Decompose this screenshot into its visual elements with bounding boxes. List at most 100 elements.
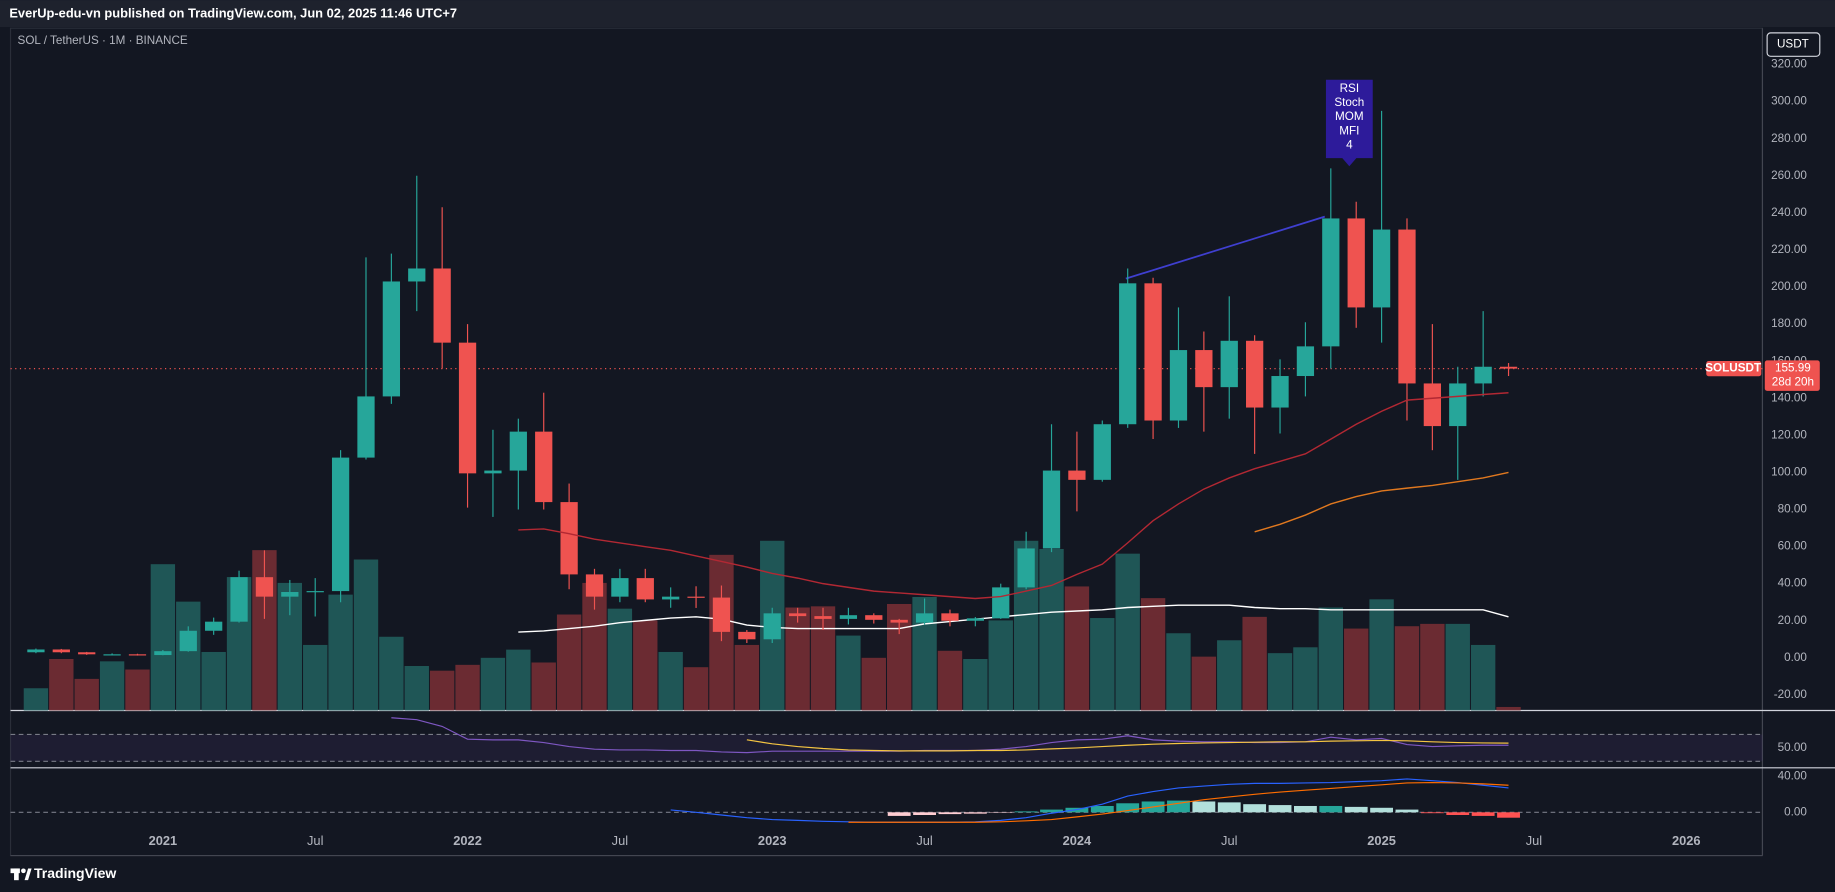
- y-tick-label: 60.00: [1778, 540, 1808, 553]
- volume-bar: [429, 670, 455, 711]
- macd-histogram-bar: [1268, 805, 1292, 813]
- candle-body: [52, 649, 70, 653]
- y-tick-label: 180.00: [1771, 317, 1807, 330]
- candle-body: [1220, 340, 1238, 388]
- volume-bar: [1369, 599, 1394, 711]
- x-tick-label: Jul: [1221, 833, 1237, 848]
- y-tick-label: 0.00: [1784, 651, 1807, 664]
- y-tick-label: 260.00: [1771, 169, 1807, 182]
- logo: [10, 868, 32, 881]
- volume-bar: [99, 661, 125, 711]
- volume-bar: [1140, 598, 1166, 711]
- candle-body: [1398, 229, 1416, 384]
- macd-histogram-bar: [1471, 812, 1495, 816]
- candle-body: [712, 597, 731, 632]
- volume-bar: [404, 666, 429, 711]
- x-tick-label: Jul: [612, 833, 628, 848]
- candle-body: [992, 587, 1010, 619]
- currency-button[interactable]: [1766, 32, 1821, 57]
- volume-bar: [1191, 656, 1217, 711]
- volume-bar: [683, 667, 709, 711]
- candle-body: [1068, 470, 1086, 480]
- candle-body: [433, 268, 451, 343]
- macd-histogram-bar: [1192, 801, 1216, 813]
- macd-histogram-bar: [1090, 805, 1114, 813]
- macd-histogram-bar: [963, 812, 987, 814]
- volume-bar: [1267, 653, 1293, 711]
- x-tick-label: 2025: [1367, 833, 1396, 848]
- volume-bar: [658, 651, 683, 711]
- volume-bar: [150, 564, 176, 711]
- volume-bar: [455, 664, 480, 711]
- volume-bar: [1293, 647, 1318, 711]
- candle-body: [687, 596, 705, 598]
- volume-bar: [1090, 618, 1115, 711]
- logo-shape: [14, 868, 19, 881]
- candle-body: [1246, 340, 1264, 408]
- volume-bar: [1344, 628, 1369, 711]
- symbol-legend: SOL / TetherUS · 1M · BINANCE: [18, 34, 188, 47]
- y-tick-label: 80.00: [1778, 503, 1808, 516]
- macd-histogram-bar: [1420, 812, 1444, 814]
- candle-body: [611, 578, 629, 597]
- volume-bar: [937, 650, 963, 711]
- volume-bar: [1394, 626, 1420, 711]
- macd-histogram-bar: [1370, 807, 1394, 813]
- volume-bar: [74, 678, 99, 711]
- x-tick-label: Jul: [916, 833, 932, 848]
- candle-body: [941, 613, 959, 621]
- volume-ma: [518, 604, 1509, 633]
- annotation-line: MOM: [1335, 110, 1364, 123]
- macd-histogram-bar: [938, 812, 962, 815]
- volume-bar: [633, 620, 658, 711]
- annotation-line: MFI: [1339, 124, 1359, 137]
- symbol-tag: [1706, 361, 1762, 377]
- currency-label[interactable]: USDT: [1777, 38, 1809, 51]
- volume-bar: [1115, 553, 1140, 711]
- volume-bar: [988, 620, 1013, 711]
- candle-body: [78, 652, 96, 655]
- candle-body: [662, 596, 680, 600]
- volume-bar: [1318, 607, 1343, 711]
- volume-bar: [1039, 548, 1064, 711]
- chart-frame: [9, 27, 1764, 857]
- candle-body: [103, 654, 121, 656]
- candle-body: [281, 592, 299, 597]
- moving-average: [1254, 471, 1509, 533]
- candle-body: [1296, 346, 1315, 377]
- volume-bar: [1470, 644, 1496, 711]
- chart-marks: -20.000.0020.0040.0060.0080.00100.00120.…: [10, 58, 1820, 848]
- price-tag-label: 155.99: [1775, 362, 1811, 375]
- candle-body: [154, 651, 172, 656]
- macd-histogram-bar: [1040, 809, 1063, 813]
- candle-body: [1119, 283, 1137, 425]
- y-tick-label: 20.00: [1778, 614, 1808, 627]
- x-tick-label: 2022: [453, 833, 482, 848]
- candle-body: [179, 630, 197, 652]
- macd-histogram-bar: [1167, 800, 1190, 813]
- y-tick-label: 0.00: [1784, 805, 1807, 818]
- logo-shape: [21, 868, 26, 874]
- candle-body: [560, 502, 578, 575]
- volume-bar: [1445, 623, 1470, 711]
- macd-histogram-bar: [1344, 806, 1368, 813]
- candle-body: [484, 470, 502, 474]
- y-tick-label: 280.00: [1771, 132, 1807, 145]
- volume-bar: [201, 651, 226, 711]
- x-tick-label: Jul: [1526, 833, 1542, 848]
- candle-body: [1144, 283, 1162, 421]
- candle-body: [1042, 470, 1061, 549]
- rsi-line: [746, 739, 1509, 752]
- candle-body: [1474, 366, 1492, 384]
- candle-body: [230, 577, 248, 622]
- x-tick-label: 2026: [1672, 833, 1701, 848]
- candle-body: [205, 621, 223, 631]
- macd-line: [848, 781, 1509, 823]
- candle-body: [865, 615, 883, 620]
- publisher: EverUp-edu-vn published on TradingView.c…: [9, 6, 457, 21]
- volume-bar: [734, 644, 760, 711]
- y-tick-label: 240.00: [1771, 206, 1807, 219]
- annotation-box: [1325, 79, 1373, 167]
- candle-body: [1017, 548, 1035, 588]
